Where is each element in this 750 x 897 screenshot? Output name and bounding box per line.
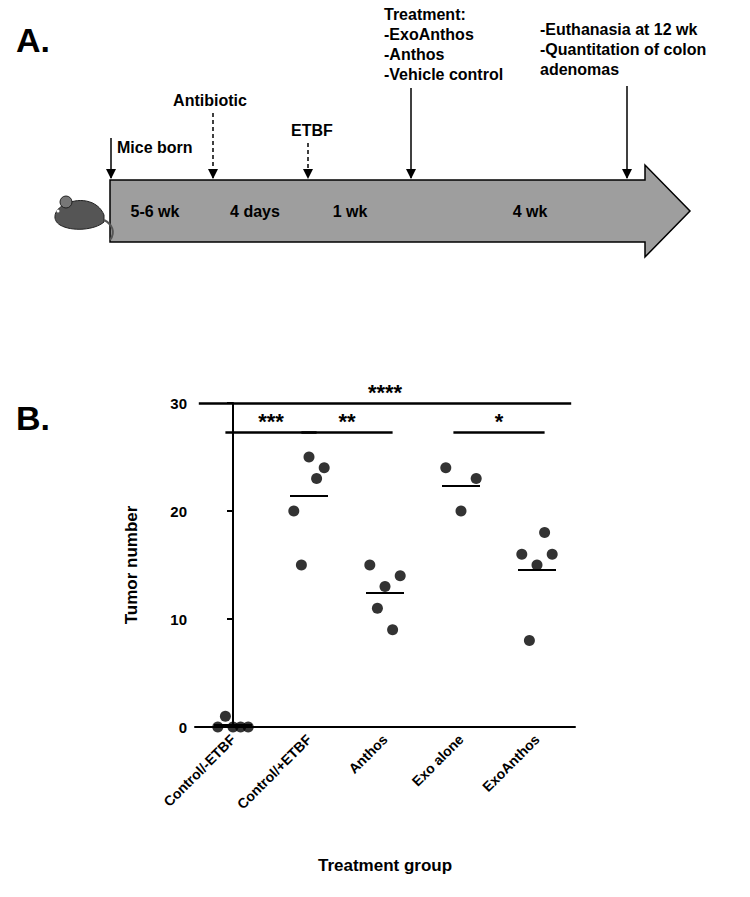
svg-text:4 days: 4 days	[230, 203, 280, 220]
svg-text:-Quantitation of colon: -Quantitation of colon	[540, 41, 706, 58]
svg-text:A.: A.	[16, 21, 50, 59]
svg-text:20: 20	[170, 503, 187, 520]
svg-text:5-6 wk: 5-6 wk	[131, 203, 180, 220]
svg-text:adenomas: adenomas	[540, 61, 619, 78]
svg-text:***: ***	[258, 409, 284, 434]
svg-text:****: ****	[368, 380, 403, 405]
svg-text:Exo alone: Exo alone	[409, 731, 467, 789]
svg-text:Anthos: Anthos	[345, 731, 391, 777]
svg-text:**: **	[338, 409, 356, 434]
svg-text:10: 10	[170, 611, 187, 628]
svg-text:Mice born: Mice born	[117, 139, 193, 156]
svg-text:-Vehicle control: -Vehicle control	[384, 66, 503, 83]
svg-text:Control/+ETBF: Control/+ETBF	[234, 731, 315, 812]
svg-text:Control/-ETBF: Control/-ETBF	[160, 731, 239, 810]
svg-text:-Euthanasia at 12 wk: -Euthanasia at 12 wk	[540, 21, 697, 38]
svg-text:Treatment group: Treatment group	[318, 856, 452, 875]
svg-text:B.: B.	[16, 399, 50, 437]
svg-text:1 wk: 1 wk	[333, 203, 368, 220]
svg-text:Tumor number: Tumor number	[122, 505, 141, 624]
svg-text:0: 0	[179, 719, 187, 736]
svg-text:*: *	[495, 409, 504, 434]
svg-text:-ExoAnthos: -ExoAnthos	[384, 26, 474, 43]
svg-text:Treatment:: Treatment:	[384, 6, 466, 23]
svg-text:Antibiotic: Antibiotic	[173, 92, 247, 109]
svg-text:30: 30	[170, 395, 187, 412]
svg-text:-Anthos: -Anthos	[384, 46, 445, 63]
svg-text:4 wk: 4 wk	[513, 203, 548, 220]
svg-text:ETBF: ETBF	[291, 122, 333, 139]
svg-text:ExoAnthos: ExoAnthos	[479, 731, 543, 795]
